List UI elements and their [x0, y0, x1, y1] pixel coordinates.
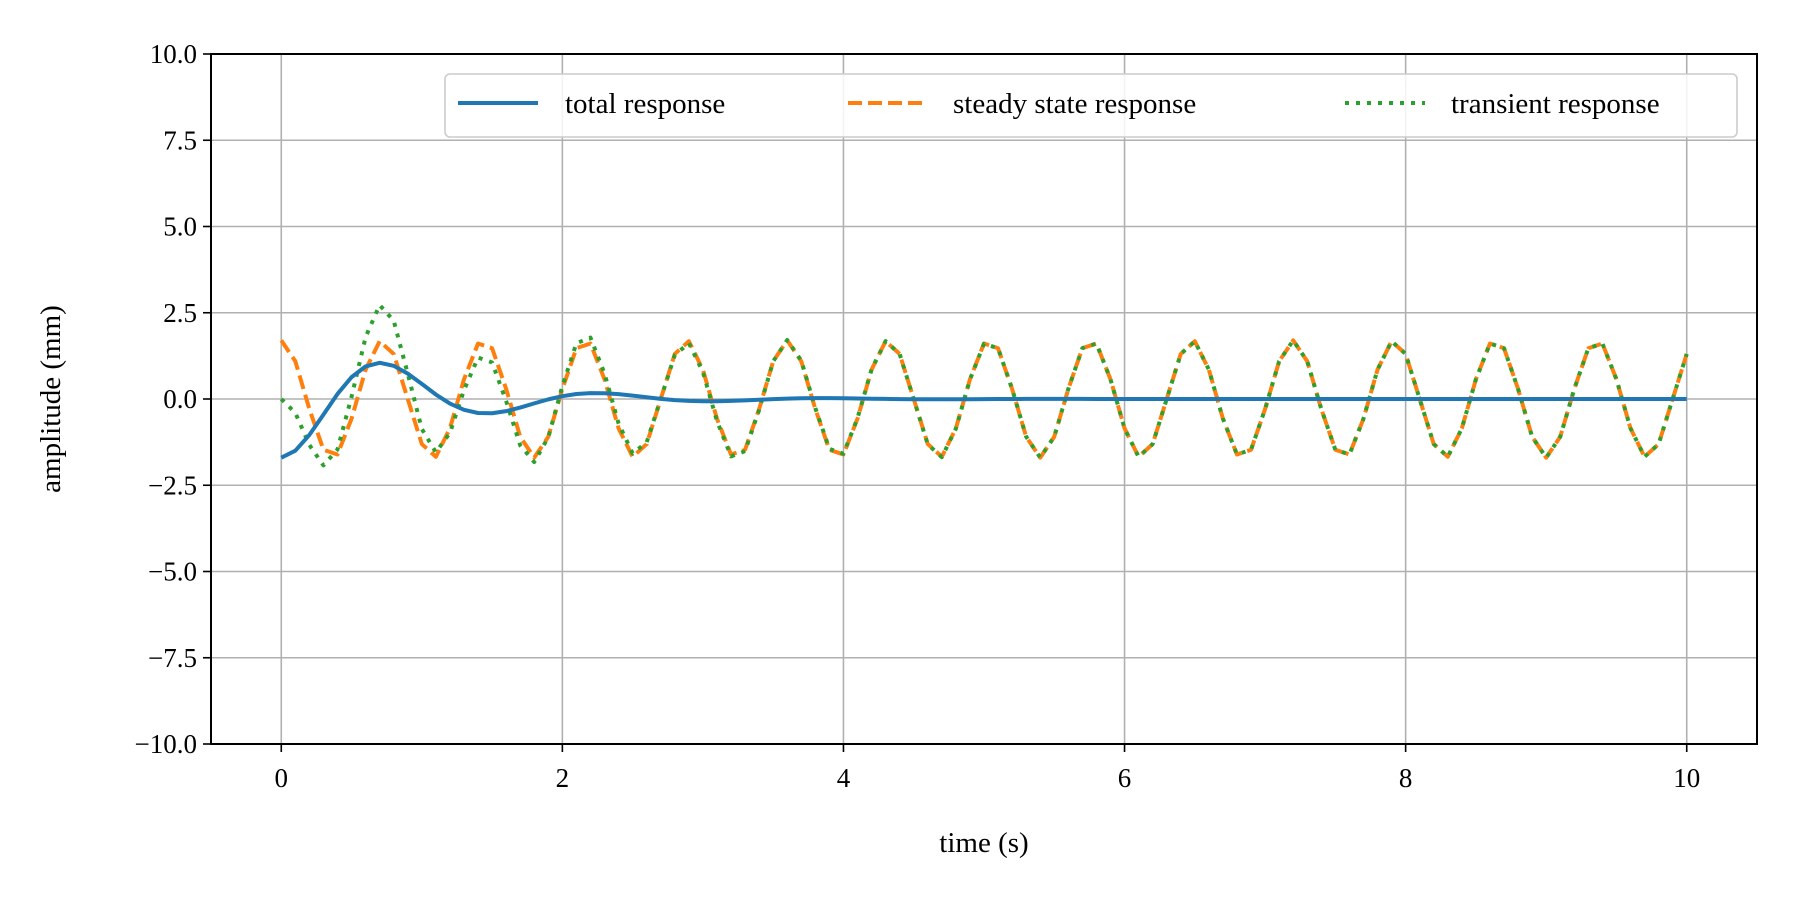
legend-label-transient: transient response — [1451, 88, 1660, 120]
x-tick-label-1: 2 — [556, 763, 570, 793]
series-lines — [279, 303, 1689, 468]
y-tick-label-0: 10.0 — [150, 39, 197, 69]
y-tick-label-6: −5.0 — [148, 557, 197, 587]
y-tick-label-7: −7.5 — [148, 643, 197, 673]
y-tick-label-4: 0.0 — [163, 384, 197, 414]
ticks: 0 2 4 6 8 10 10.0 7.5 5.0 2.5 0.0 −2.5 −5.0 −7.5 −10.0 — [135, 39, 1701, 793]
x-tick-label-5: 10 — [1673, 763, 1700, 793]
legend-label-total: total response — [565, 88, 725, 120]
series-transient-response — [279, 303, 1689, 468]
x-tick-label-3: 6 — [1118, 763, 1132, 793]
x-tick-label-0: 0 — [275, 763, 289, 793]
y-tick-label-8: −10.0 — [135, 729, 197, 759]
y-tick-label-2: 5.0 — [163, 212, 197, 242]
y-tick-label-3: 2.5 — [163, 298, 197, 328]
x-tick-label-4: 8 — [1399, 763, 1413, 793]
legend-label-steady: steady state response — [953, 88, 1196, 120]
y-tick-label-5: −2.5 — [148, 470, 197, 500]
x-tick-label-2: 4 — [837, 763, 851, 793]
y-axis-label: amplitude (mm) — [35, 305, 67, 493]
series-total-response — [280, 360, 1687, 460]
x-axis-label: time (s) — [939, 827, 1028, 859]
y-tick-label-1: 7.5 — [163, 125, 197, 155]
legend-box — [444, 73, 1738, 138]
legend: total response steady state response tra… — [444, 73, 1738, 138]
